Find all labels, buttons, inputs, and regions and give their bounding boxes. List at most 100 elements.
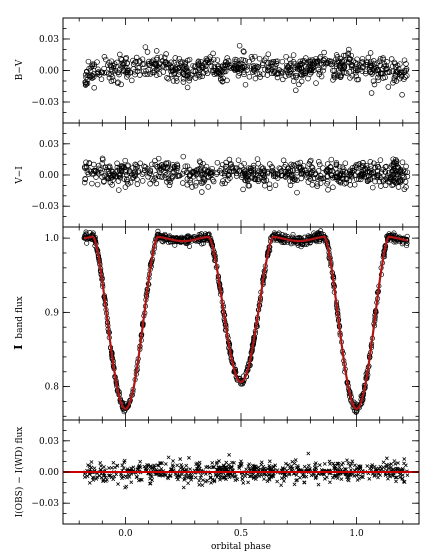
residual-point — [313, 461, 318, 465]
data-point — [290, 59, 297, 65]
data-point — [219, 78, 226, 84]
data-point — [399, 159, 406, 165]
data-point — [266, 181, 273, 187]
residual-point — [148, 481, 152, 486]
data-point — [222, 180, 228, 187]
residual-point — [396, 467, 400, 472]
data-point — [223, 62, 229, 68]
data-point — [294, 160, 301, 167]
residual-point — [346, 461, 351, 466]
data-point — [386, 69, 393, 75]
data-point — [233, 66, 240, 73]
data-point — [184, 57, 191, 64]
data-point — [255, 172, 261, 178]
data-point — [115, 80, 121, 86]
residual-point — [292, 482, 297, 487]
data-point — [105, 175, 112, 181]
data-point — [333, 52, 340, 58]
residual-point — [212, 478, 217, 483]
data-point — [142, 167, 148, 173]
data-point — [106, 163, 113, 169]
data-point — [314, 239, 320, 245]
residual-point — [152, 465, 157, 470]
residual-point — [204, 465, 208, 470]
data-point — [314, 181, 321, 187]
data-point — [393, 171, 400, 178]
residual-point — [111, 460, 116, 465]
residual-point — [284, 473, 289, 478]
residual-point — [282, 479, 286, 483]
data-point — [399, 92, 405, 98]
data-point — [324, 169, 330, 175]
data-point — [236, 70, 243, 76]
residual-point — [120, 463, 125, 468]
data-point — [171, 60, 177, 66]
residual-point — [218, 474, 223, 478]
residual-point — [273, 463, 278, 468]
data-point — [180, 76, 187, 82]
residual-point — [122, 460, 126, 465]
data-point — [302, 70, 308, 77]
data-point — [352, 164, 358, 170]
residual-point — [257, 474, 261, 479]
i-band-prefix: I — [12, 345, 25, 350]
data-point — [91, 161, 97, 168]
residual-point — [99, 464, 103, 468]
data-point — [162, 165, 169, 172]
data-point — [256, 55, 263, 62]
data-point — [267, 59, 274, 66]
data-point — [343, 70, 350, 76]
data-point — [221, 170, 228, 177]
data-point — [157, 60, 163, 66]
residual-point — [197, 482, 202, 487]
data-point — [229, 165, 235, 171]
data-point — [163, 175, 169, 181]
data-point — [132, 59, 138, 66]
data-point — [224, 77, 230, 84]
y-tick-label: 1.0 — [45, 234, 60, 244]
data-point — [196, 74, 203, 80]
data-point — [124, 67, 131, 74]
data-point — [250, 67, 257, 73]
residual-point — [354, 473, 359, 478]
residual-point — [106, 473, 111, 478]
data-point — [323, 167, 330, 174]
residual-point — [337, 465, 342, 470]
data-point — [346, 46, 352, 53]
panel-i-flux-points — [81, 228, 410, 415]
residual-point — [271, 465, 276, 470]
data-point — [135, 168, 142, 174]
data-point — [105, 164, 111, 170]
data-point — [295, 242, 301, 248]
residual-point — [367, 476, 372, 481]
y-tick-label: 0.03 — [39, 437, 59, 447]
data-point — [376, 58, 383, 65]
data-point — [401, 76, 407, 82]
residual-point — [125, 467, 130, 472]
data-point — [359, 170, 365, 176]
data-point — [352, 67, 359, 73]
data-point — [137, 72, 143, 78]
residual-point — [227, 452, 232, 457]
residual-point — [304, 474, 309, 479]
data-point — [333, 159, 340, 166]
residual-point — [226, 473, 231, 477]
data-point — [345, 51, 351, 58]
data-point — [315, 66, 322, 73]
panel-i-flux-frame — [62, 226, 420, 421]
residual-point — [402, 461, 406, 466]
data-point — [227, 162, 234, 168]
data-point — [242, 81, 249, 88]
residual-point — [188, 467, 193, 471]
data-point — [364, 59, 371, 66]
residual-point — [193, 475, 198, 480]
data-point — [114, 59, 120, 66]
data-point — [165, 76, 172, 82]
data-point — [359, 172, 365, 179]
data-point — [391, 59, 398, 66]
residual-point — [194, 462, 198, 467]
data-point — [157, 165, 164, 172]
residual-point — [264, 473, 268, 477]
data-point — [387, 174, 394, 180]
residual-point — [174, 475, 179, 480]
